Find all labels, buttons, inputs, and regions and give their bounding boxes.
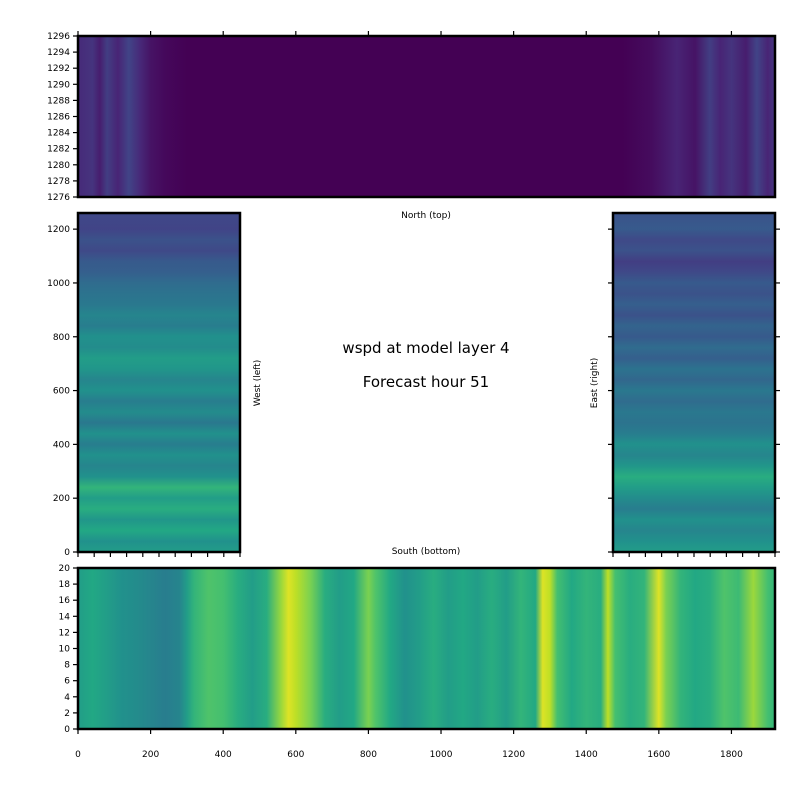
west-frame [76,211,242,554]
south-y-ticks: 0 2 4 6 8 10 12 14 16 18 20 [59,564,78,735]
south-y-tick-label: 14 [59,612,71,622]
south-heatmap-panel: 0 2 4 6 8 10 12 14 16 18 20 0 200 400 600 800 1000 1200 1… [59,564,777,760]
north-y-tick-label: 1286 [47,113,70,123]
south-edge-label: South (bottom) [392,547,461,557]
north-frame [76,34,777,199]
north-y-tick-label: 1292 [47,64,70,74]
east-edge-label: East (right) [590,358,600,408]
north-y-tick-label: 1284 [47,129,70,139]
north-y-tick-label: 1290 [47,80,70,90]
south-y-tick-label: 8 [64,661,70,671]
south-x-tick-label: 400 [215,750,232,760]
south-y-tick-label: 4 [64,693,70,703]
east-heatmap-panel [608,211,780,557]
south-x-tick-label: 1400 [575,750,598,760]
west-y-tick-label: 0 [64,548,70,558]
north-y-tick-label: 1280 [47,161,70,171]
north-y-tick-label: 1278 [47,177,70,187]
north-y-tick-label: 1282 [47,145,70,155]
south-x-tick-label: 0 [75,750,81,760]
south-y-tick-label: 10 [59,645,71,655]
west-edge-label: West (left) [253,360,263,407]
west-y-tick-label: 400 [53,440,70,450]
north-y-tick-label: 1288 [47,96,70,106]
south-y-tick-label: 12 [59,628,70,638]
chart-title-line-2: Forecast hour 51 [363,373,489,391]
south-x-tick-label: 600 [287,750,304,760]
north-y-tick-label: 1296 [47,32,70,42]
west-y-tick-label: 800 [53,333,70,343]
south-y-tick-label: 18 [59,580,71,590]
south-y-tick-label: 20 [59,564,71,574]
south-x-tick-label: 1200 [502,750,525,760]
south-y-tick-label: 0 [64,725,70,735]
south-y-tick-label: 6 [64,677,70,687]
south-x-ticks: 0 200 400 600 800 1000 1200 1400 1600 1800 [75,729,743,760]
south-x-tick-label: 800 [360,750,377,760]
south-x-tick-label: 1000 [430,750,453,760]
west-y-tick-label: 200 [53,494,70,504]
south-x-tick-label: 200 [142,750,159,760]
north-y-tick-label: 1294 [47,48,70,58]
south-heatmap-image [78,568,775,729]
east-frame [611,211,777,554]
west-y-tick-label: 1200 [47,225,70,235]
north-y-ticks: 1276 1278 1280 1282 1284 1286 1288 1290 1292 1294… [47,32,78,203]
south-x-tick-label: 1600 [647,750,670,760]
chart-title-line-1: wspd at model layer 4 [342,339,509,357]
north-heatmap-panel: 1276 1278 1280 1282 1284 1286 1288 1290 1292 1294… [47,31,777,203]
south-frame [76,566,777,731]
west-y-tick-label: 1000 [47,279,70,289]
west-y-tick-label: 600 [53,387,70,397]
south-y-tick-label: 2 [64,709,70,719]
west-heatmap-image [78,213,240,552]
south-x-tick-label: 1800 [720,750,743,760]
west-y-ticks: 0 200 400 600 800 1000 1200 [47,225,78,558]
north-y-tick-label: 1276 [47,193,70,203]
south-y-tick-label: 16 [59,596,71,606]
north-edge-label: North (top) [401,211,451,221]
west-heatmap-panel: 0 200 400 600 800 1000 1200 [47,211,242,558]
east-heatmap-image [613,213,775,552]
north-heatmap-image [78,36,775,197]
